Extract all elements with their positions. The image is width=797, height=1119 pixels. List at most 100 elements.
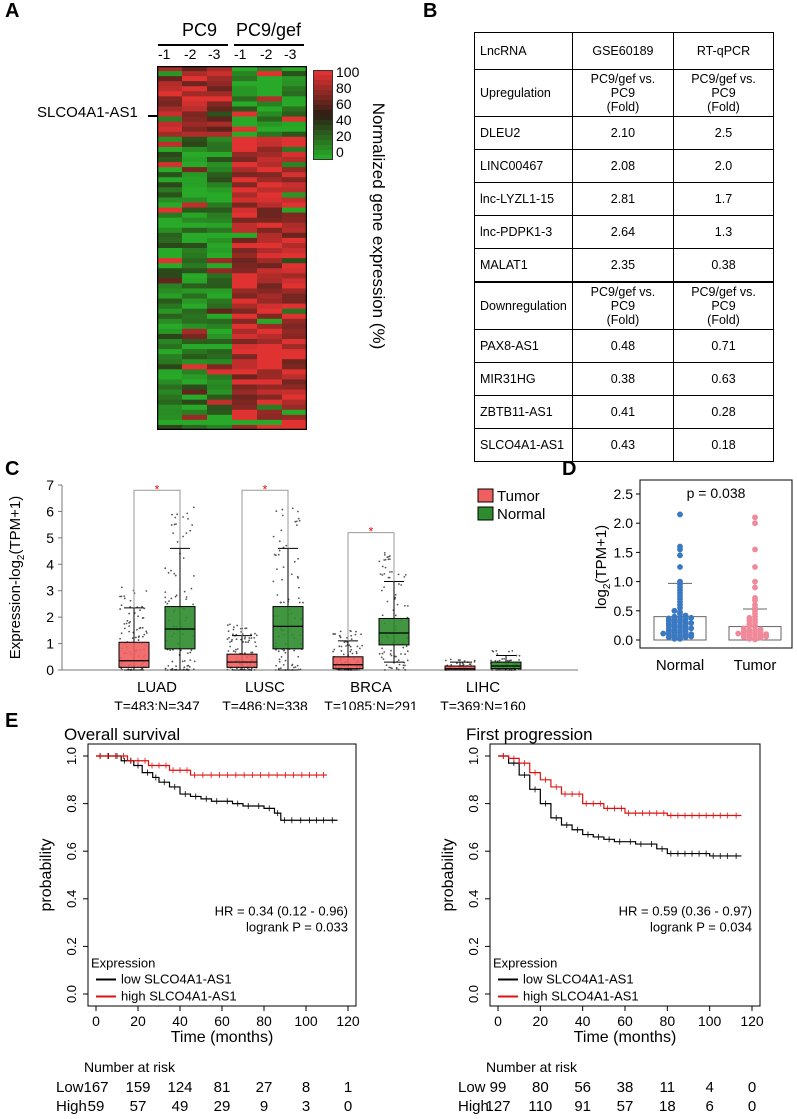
heatmap-cell [207, 273, 233, 279]
heatmap-cell [157, 293, 183, 300]
heatmap-cell [157, 268, 183, 274]
jitter-point [120, 595, 123, 598]
table-cell: 0.43 [571, 428, 675, 462]
heatmap-cell [182, 298, 208, 305]
hr-label: HR = 0.59 (0.36 - 0.97) [619, 903, 752, 918]
heatmap-cell [157, 197, 183, 203]
jitter-point [236, 624, 239, 627]
y-tick-label: 1.0 [466, 747, 481, 765]
jitter-point [120, 632, 123, 635]
jitter-point [128, 625, 131, 628]
y-tick-label: 0.0 [64, 985, 79, 1003]
heatmap-cell [232, 222, 258, 229]
risk-value: 49 [172, 1098, 189, 1115]
heatmap-cell [157, 288, 183, 294]
jitter-point [173, 523, 176, 526]
jitter-point [297, 597, 300, 600]
significance-star: * [263, 482, 268, 496]
heatmap-cell [232, 207, 258, 214]
heatmap-cell [232, 333, 258, 340]
heatmap-cell [232, 116, 258, 123]
heatmap-cell [282, 333, 307, 340]
jitter-point [295, 520, 298, 523]
jitter-point [164, 601, 167, 603]
heatmap-cell [282, 101, 307, 107]
jitter-point [229, 645, 232, 648]
jitter-point [339, 630, 342, 633]
heatmap-cell [257, 293, 283, 300]
jitter-point [381, 574, 384, 576]
risk-value: 91 [574, 1098, 591, 1115]
risk-value: 29 [214, 1098, 231, 1115]
jitter-point [334, 633, 337, 635]
table-cell: 2.0 [673, 149, 774, 183]
table-cell: LINC00467 [474, 149, 573, 183]
heatmap-cell [257, 177, 283, 183]
heatmap-cell [282, 303, 307, 310]
heatmap-cell [232, 339, 258, 345]
heatmap-cell [257, 414, 283, 421]
risk-value: 99 [490, 1079, 507, 1096]
y-tick-label: 0.5 [614, 603, 634, 619]
heatmap-cell [232, 182, 258, 188]
heatmap-cell [207, 217, 233, 224]
heatmap-cell [157, 131, 183, 138]
plot-frame [639, 479, 793, 649]
jitter-point [171, 660, 174, 663]
x-axis-label: Time (months) [574, 1029, 677, 1046]
heatmap-cell [157, 323, 183, 330]
heatmap-cell [157, 283, 183, 289]
heatmap-cell [232, 328, 258, 335]
jitter-point [450, 663, 453, 666]
jitter-point [138, 635, 141, 638]
x-axis-label: Time (months) [171, 1029, 274, 1046]
heatmap-cell [182, 354, 208, 360]
jitter-point [380, 656, 383, 659]
heatmap-cell [257, 111, 283, 118]
jitter-point [400, 584, 403, 586]
heatmap-cell [257, 283, 283, 289]
heatmap-cell [232, 197, 258, 203]
x-tick-label: 80 [660, 1013, 676, 1029]
heatmap-cell [232, 278, 258, 284]
data-point-normal [677, 552, 683, 559]
jitter-point [173, 572, 176, 575]
jitter-point [190, 587, 193, 590]
heatmap-cell [157, 273, 183, 279]
heatmap-cell [207, 389, 233, 396]
heatmap-cell [157, 333, 183, 340]
box-normal [490, 661, 522, 670]
table-header-row: LncRNA GSE60189 RT-qPCR [474, 32, 774, 70]
data-point-tumor [752, 602, 758, 608]
y-axis-label: probability [440, 839, 457, 912]
y-tick-label: 0.8 [64, 795, 79, 813]
heatmap-cell [207, 76, 233, 82]
heatmap-cell [182, 344, 208, 350]
heatmap-cell [232, 318, 258, 325]
heatmap-cell [182, 111, 208, 118]
heatmap-cell [232, 303, 258, 310]
heatmap-cell [207, 313, 233, 320]
jitter-point [396, 603, 399, 606]
jitter-point [171, 513, 173, 516]
jitter-point [164, 667, 167, 670]
heatmap-cell [157, 364, 183, 370]
heatmap-cell [182, 318, 208, 325]
jitter-point [494, 660, 497, 662]
heatmap-cell [282, 263, 307, 269]
heatmap-cell [282, 409, 307, 416]
jitter-point [383, 553, 386, 556]
jitter-point [459, 659, 462, 661]
jitter-point [167, 664, 170, 667]
jitter-point [398, 663, 401, 666]
risk-value: 57 [130, 1098, 147, 1115]
jitter-point [137, 615, 140, 618]
heatmap-cell [182, 66, 208, 72]
heatmap-cell [232, 172, 258, 178]
heatmap-cell [182, 424, 208, 430]
heatmap-cell [232, 106, 258, 112]
table-cell: 2.08 [571, 149, 675, 183]
jitter-point [391, 571, 393, 573]
risk-value: 18 [659, 1098, 676, 1115]
jitter-point [340, 645, 343, 648]
